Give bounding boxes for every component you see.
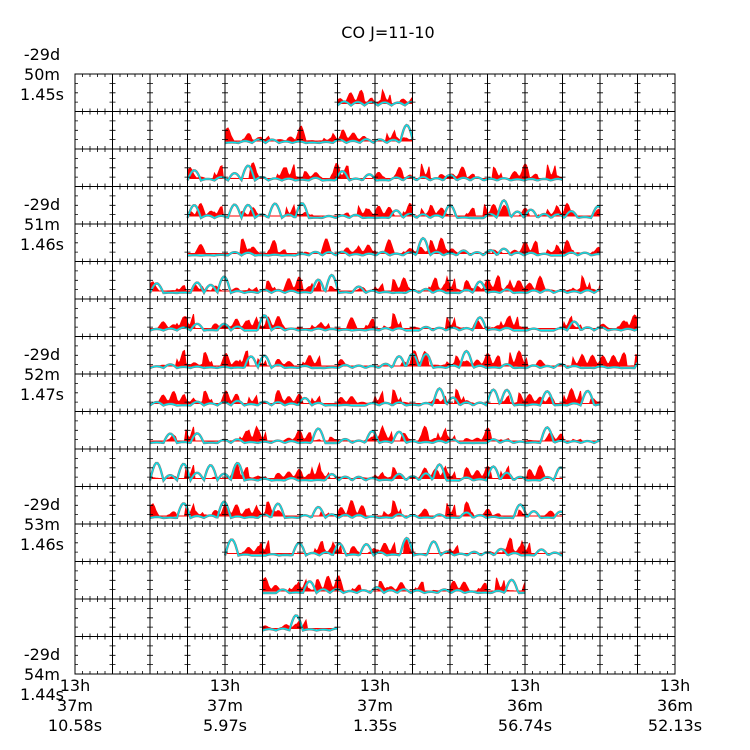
x-tick-label: 52.13s: [648, 716, 702, 735]
y-tick-label: 53m: [24, 515, 60, 534]
x-tick-label: 13h: [210, 676, 241, 695]
y-tick-label: 50m: [24, 65, 60, 84]
spectrum-fill-row-3: [187, 202, 601, 217]
spectrum-line-row-6: [149, 314, 638, 332]
x-tick-label: 36m: [507, 696, 543, 715]
y-tick-label: 1.46s: [20, 535, 64, 554]
y-tick-label: -29d: [24, 345, 60, 364]
y-tick-label: -29d: [24, 645, 60, 664]
chart-title: CO J=11-10: [341, 23, 434, 42]
x-tick-label: 13h: [660, 676, 691, 695]
y-tick-label: -29d: [24, 45, 60, 64]
x-tick-label: 37m: [57, 696, 93, 715]
spectrum-line-row-4: [187, 237, 601, 257]
x-tick-label: 13h: [510, 676, 541, 695]
spectrum-line-row-10: [149, 462, 563, 482]
spectrum-fill-row-6: [150, 313, 638, 329]
x-tick-label: 5.97s: [203, 716, 247, 735]
spectra-layer: [148, 88, 639, 633]
spectrum-fill-row-7: [150, 349, 638, 367]
grid-layer: [74, 73, 676, 675]
spectrum-line-row-13: [262, 579, 525, 594]
spectrum-fill-row-13: [262, 575, 526, 592]
spectrum-fill-row-1: [224, 125, 413, 142]
x-tick-label: 37m: [207, 696, 243, 715]
x-tick-labels: 13h37m10.58s13h37m5.97s13h37m1.35s13h36m…: [48, 676, 702, 735]
spectrum-line-row-12: [224, 537, 563, 557]
x-tick-label: 36m: [657, 696, 693, 715]
y-tick-label: -29d: [24, 195, 60, 214]
y-tick-label: 1.47s: [20, 385, 64, 404]
x-tick-label: 56.74s: [498, 716, 552, 735]
x-tick-label: 1.35s: [353, 716, 397, 735]
y-tick-label: 1.45s: [20, 85, 64, 104]
spectrum-line-row-11: [149, 501, 563, 519]
y-tick-labels: -29d50m1.45s-29d51m1.46s-29d52m1.47s-29d…: [20, 45, 64, 704]
spectrum-fill-row-4: [187, 237, 601, 254]
minor-ticks: [75, 74, 675, 674]
x-tick-label: 13h: [60, 676, 91, 695]
y-tick-label: 52m: [24, 365, 60, 384]
spectrum-fill-row-12: [225, 537, 563, 554]
y-tick-label: -29d: [24, 495, 60, 514]
spectrum-line-row-3: [186, 199, 601, 220]
spectrum-line-row-1: [224, 124, 414, 144]
x-tick-label: 37m: [357, 696, 393, 715]
x-tick-label: 10.58s: [48, 716, 102, 735]
y-tick-label: 1.46s: [20, 235, 64, 254]
y-tick-label: 1.44s: [20, 685, 64, 704]
spectrum-line-row-7: [149, 350, 639, 369]
spectrum-fill-row-11: [149, 499, 563, 517]
y-tick-label: 51m: [24, 215, 60, 234]
y-tick-label: 54m: [24, 665, 60, 684]
x-tick-label: 13h: [360, 676, 391, 695]
